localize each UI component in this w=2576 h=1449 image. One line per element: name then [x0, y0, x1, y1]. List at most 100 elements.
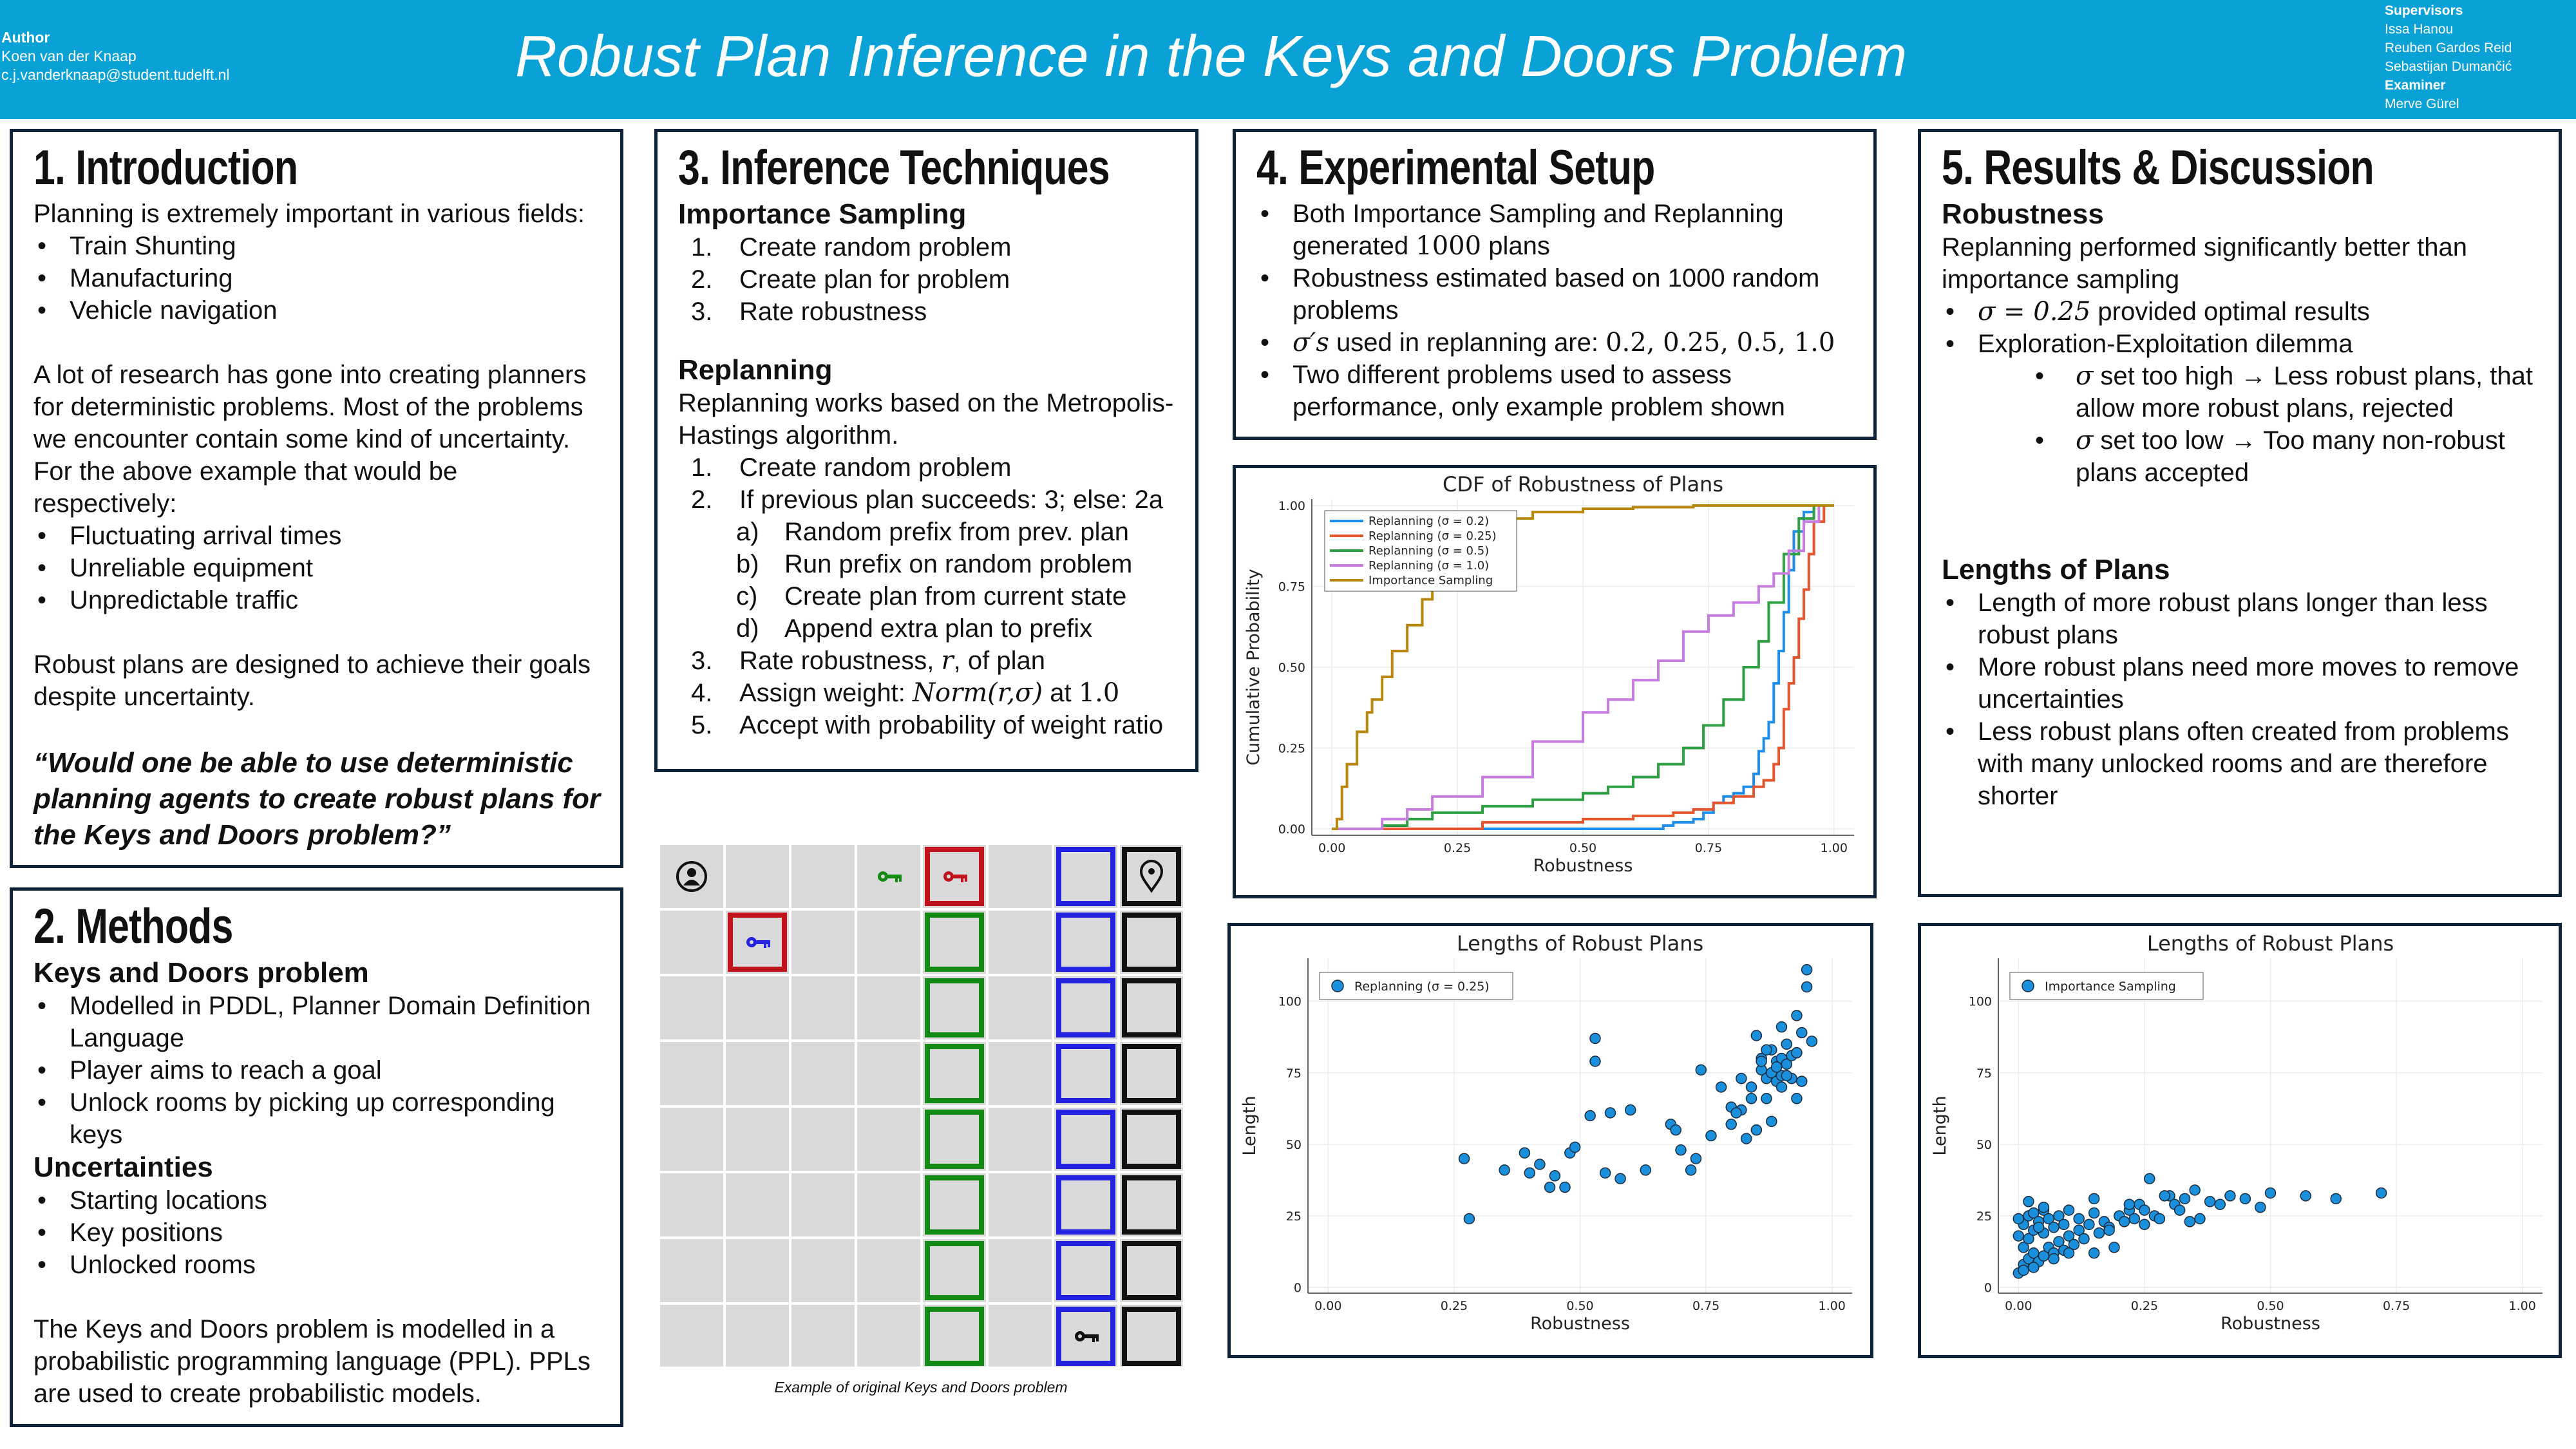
- key-icon: [943, 871, 967, 882]
- door-cell: [728, 913, 787, 972]
- scatter-point: [2189, 1184, 2201, 1196]
- scatter-point: [2330, 1193, 2342, 1205]
- pin-dot: [1148, 868, 1155, 875]
- scatter-point: [2300, 1190, 2312, 1202]
- scatter-point: [1761, 1093, 1772, 1104]
- uncertainties-list: Fluctuating arrival times Unreliable equ…: [33, 520, 602, 616]
- x-tick-label: 0.50: [1566, 1299, 1593, 1313]
- door-cell: [925, 1307, 984, 1366]
- scatter-point: [1745, 1081, 1757, 1093]
- door-cell: [1056, 1110, 1115, 1169]
- scatter-point: [2255, 1201, 2266, 1213]
- grid-cell: [989, 845, 1052, 908]
- scatter-point: [2012, 1230, 2025, 1242]
- list-item: σ set too low → Too many non-robust plan…: [1942, 424, 2546, 489]
- scatter-point: [1534, 1159, 1546, 1170]
- scatter-point: [2063, 1204, 2075, 1216]
- intro-lead: Planning is extremely important in vario…: [33, 200, 585, 228]
- scatter-point: [1791, 1093, 1803, 1104]
- legend-label: Importance Sampling: [2045, 980, 2176, 994]
- key-tooth: [899, 878, 902, 882]
- list-item: Fluctuating arrival times: [33, 520, 602, 552]
- scatter-point: [2073, 1224, 2085, 1236]
- grid-cell: [857, 1239, 920, 1302]
- scatter-point: [1736, 1072, 1747, 1084]
- cdf-series-line: [1332, 504, 1834, 830]
- legend-label: Replanning (σ = 0.2): [1368, 515, 1489, 528]
- list-item: Manufacturing: [33, 262, 602, 294]
- scatter-point: [1750, 1124, 1763, 1136]
- inference-section: 3. Inference Techniques Importance Sampl…: [654, 129, 1198, 772]
- robustness-list: σ = 0.25 provided optimal results Explor…: [1942, 296, 2546, 360]
- y-tick-label: 100: [1278, 995, 1302, 1009]
- door-cell: [1122, 1241, 1181, 1300]
- subheading: Replanning: [678, 354, 833, 386]
- key-shaft: [1084, 1334, 1099, 1338]
- y-tick-label: 50: [1286, 1138, 1302, 1152]
- list-item: Modelled in PDDL, Planner Domain Definit…: [33, 990, 602, 1054]
- list-item: 5. Accept with probability of weight rati…: [691, 711, 1164, 739]
- scatter-point: [2139, 1204, 2150, 1216]
- y-tick-label: 0.25: [1278, 741, 1305, 755]
- x-tick-label: 0.50: [2257, 1299, 2284, 1313]
- scatter-point: [2103, 1224, 2115, 1236]
- grid-cell: [791, 1173, 855, 1236]
- grid-cell: [791, 845, 855, 908]
- key-hole: [750, 940, 753, 944]
- door-cell: [1122, 1175, 1181, 1235]
- scatter-point: [1599, 1167, 1611, 1179]
- scatter-point: [2053, 1236, 2065, 1247]
- list-item: 1. Create random problem: [691, 453, 1012, 482]
- problem-list: Modelled in PDDL, Planner Domain Definit…: [33, 990, 602, 1151]
- list-item: Unreliable equipment: [33, 552, 602, 584]
- x-tick-label: 0.25: [1444, 841, 1471, 855]
- cdf-chart: CDF of Robustness of Plans 0.00 0.25 0.50 0.…: [1244, 472, 1854, 876]
- scatter-point: [1715, 1081, 1727, 1093]
- fields-list: Train Shunting Manufacturing Vehicle nav…: [33, 230, 602, 327]
- scatter-point: [1685, 1164, 1697, 1176]
- replanning-steps-cont: 3. Rate robustness, r, of plan 4. Assign w…: [678, 645, 1177, 741]
- legend-label: Replanning (σ = 0.25): [1368, 529, 1497, 543]
- setup-section: 4. Experimental Setup Both Importance Sa…: [1233, 129, 1877, 440]
- door-cell: [1122, 1307, 1181, 1366]
- scatter-point: [1750, 1030, 1763, 1041]
- scatter-point: [2053, 1210, 2065, 1222]
- scatter-point: [2083, 1218, 2095, 1231]
- supervisors-heading: Supervisors: [2385, 3, 2463, 18]
- introduction-section: 1. Introduction Planning is extremely im…: [10, 129, 623, 868]
- scatter-point: [1761, 1044, 1772, 1056]
- grid-cell: [660, 1108, 723, 1171]
- grid-cell: [726, 845, 789, 908]
- header-banner: Author Koen van der Knaap c.j.vanderknaa…: [0, 0, 2576, 119]
- list-item: Unlocked rooms: [33, 1249, 602, 1281]
- door-cell: [925, 1241, 984, 1300]
- importance-steps: 1. Create random problem 2. Create plan fo…: [678, 231, 1177, 328]
- scatter-point: [1806, 1036, 1818, 1047]
- key-tooth: [1092, 1338, 1095, 1342]
- scatter-point: [1776, 1021, 1788, 1033]
- y-tick-label: 0.75: [1278, 580, 1305, 594]
- lengths-list: Length of more robust plans longer than …: [1942, 587, 2546, 812]
- scatter-point: [1458, 1153, 1470, 1164]
- scatter-point: [2023, 1233, 2034, 1245]
- scatter-point: [1559, 1181, 1571, 1193]
- grid-cell: [660, 911, 723, 974]
- scatter-point: [1781, 1058, 1793, 1070]
- scatter-point: [1745, 1093, 1757, 1104]
- scatter-point: [2239, 1193, 2251, 1205]
- y-tick-label: 0: [1294, 1281, 1302, 1295]
- x-tick-label: 1.00: [1821, 841, 1848, 855]
- importance-lengths-panel: Lengths of Robust Plans 0.00 0.25 0.50 0.75 1…: [1918, 923, 2562, 1358]
- chart-title: CDF of Robustness of Plans: [1443, 472, 1723, 497]
- list-item: c) Create plan from current state: [736, 582, 1127, 611]
- scatter-point: [1756, 1056, 1767, 1067]
- grid-cell: [660, 1305, 723, 1367]
- scatter-point: [2043, 1213, 2054, 1225]
- chart-legend: [1319, 972, 1513, 1000]
- scatter-point: [2038, 1250, 2050, 1262]
- list-item: 3. Rate robustness: [691, 298, 927, 326]
- x-tick-label: 0.00: [1314, 1299, 1341, 1313]
- legend-swatch: [2022, 980, 2034, 992]
- scatter-point: [1589, 1056, 1601, 1067]
- replanning-lengths-panel: Lengths of Robust Plans 0.00 0.25 0.50 0.75 1…: [1227, 923, 1873, 1358]
